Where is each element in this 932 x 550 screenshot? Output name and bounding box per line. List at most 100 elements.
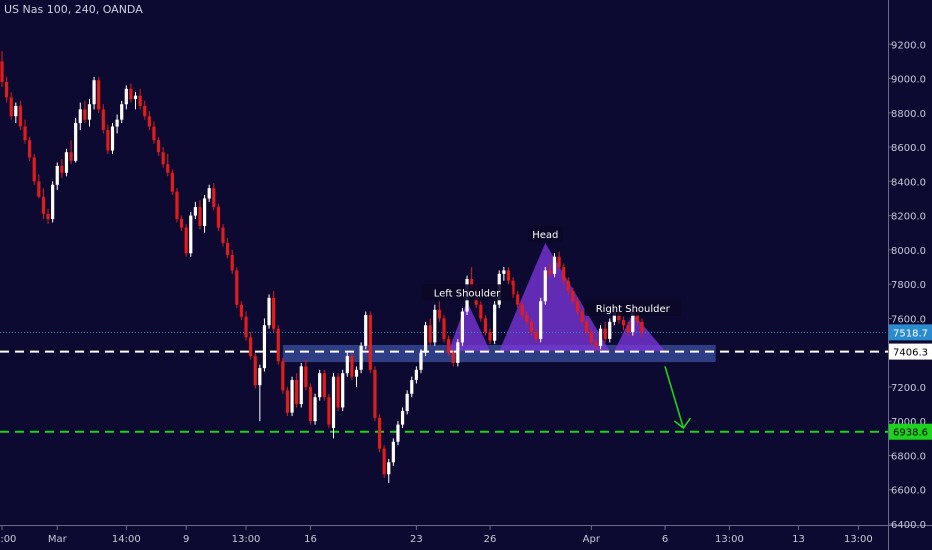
candle: [216, 203, 220, 232]
candle-body: [566, 280, 570, 291]
candle: [341, 369, 345, 411]
price-tag-box: [889, 343, 932, 360]
candle-body: [575, 301, 580, 312]
candle-body: [110, 126, 115, 151]
candle-body: [635, 311, 639, 322]
candle-body: [230, 255, 234, 271]
candle: [391, 438, 395, 466]
candle-body: [617, 311, 621, 321]
candle-body: [585, 321, 589, 333]
candle: [120, 100, 124, 124]
candle-body: [69, 152, 73, 161]
candle-body: [129, 88, 133, 100]
candle: [479, 301, 483, 322]
candle: [400, 407, 405, 429]
candle: [410, 376, 414, 398]
candle: [230, 249, 234, 274]
target-arrow-head: [673, 417, 692, 430]
candle: [575, 297, 580, 315]
y-tick-label: 8400.0: [891, 177, 926, 188]
candle-body: [299, 366, 303, 405]
candle: [364, 311, 368, 350]
x-tick-label: 13: [792, 534, 805, 545]
y-tick-label: 7600.0: [891, 314, 926, 325]
candle-body: [336, 376, 340, 408]
candle: [290, 376, 294, 417]
candle: [55, 162, 59, 190]
candle: [548, 263, 552, 278]
candle: [598, 325, 603, 350]
candle: [456, 338, 460, 367]
candle-body: [543, 270, 547, 302]
candle-body: [147, 116, 151, 127]
candle: [64, 148, 69, 177]
candle-body: [451, 352, 455, 363]
candle-body: [529, 321, 534, 333]
candle-body: [175, 191, 179, 220]
candle: [447, 335, 451, 357]
candle-body: [46, 213, 50, 220]
candle: [345, 352, 349, 377]
candle-body: [520, 304, 524, 315]
candle: [511, 277, 515, 298]
candle-body: [156, 140, 161, 153]
candle: [571, 287, 575, 305]
candle-body: [410, 380, 414, 394]
candle-body: [447, 338, 451, 353]
candle-body: [64, 152, 69, 173]
candle-body: [442, 318, 446, 339]
candle: [133, 92, 138, 110]
x-tick-label: 16: [304, 534, 317, 545]
candle: [23, 119, 27, 144]
candle-body: [32, 157, 36, 182]
x-tick-label: 13:00: [844, 534, 873, 545]
candle-body: [539, 301, 543, 339]
candle: [525, 311, 529, 326]
candle-body: [0, 61, 4, 82]
pattern-label: Head: [527, 226, 563, 243]
candle: [594, 338, 598, 351]
candle: [589, 328, 593, 346]
candle: [78, 102, 82, 130]
candle: [423, 321, 428, 357]
candle: [51, 181, 55, 223]
candle: [322, 369, 326, 401]
candle-body: [87, 104, 92, 120]
pattern-label-box: [527, 226, 563, 243]
candle-body: [327, 397, 331, 425]
candle-body: [433, 309, 437, 343]
candle-body: [170, 172, 174, 192]
candle-body: [483, 318, 488, 333]
candle: [207, 184, 211, 202]
candle-body: [23, 126, 27, 141]
candle: [608, 318, 612, 343]
candle-body: [161, 152, 165, 165]
candle-body: [5, 81, 9, 98]
candle-body: [470, 278, 474, 288]
candle: [460, 308, 465, 346]
candle-body: [290, 380, 294, 413]
candle-body: [460, 311, 465, 343]
candle: [520, 301, 524, 319]
price-tag-box: [889, 324, 932, 341]
candle: [212, 183, 216, 211]
candle: [488, 328, 492, 345]
candle-body: [612, 311, 616, 322]
candle-body: [400, 410, 405, 425]
candle-body: [74, 123, 78, 161]
candle: [226, 237, 230, 259]
candle: [543, 267, 547, 305]
candle-body: [124, 88, 128, 105]
candle: [506, 267, 511, 285]
pattern-label-text: Right Shoulder: [596, 304, 671, 315]
candle-body: [179, 219, 184, 228]
candle-body: [262, 325, 267, 369]
x-tick-label: 23: [410, 534, 423, 545]
candle-body: [580, 311, 584, 322]
candle-body: [9, 97, 13, 117]
candle-body: [368, 314, 372, 370]
candle: [295, 373, 299, 408]
candle: [387, 458, 391, 483]
candle-body: [631, 311, 635, 333]
